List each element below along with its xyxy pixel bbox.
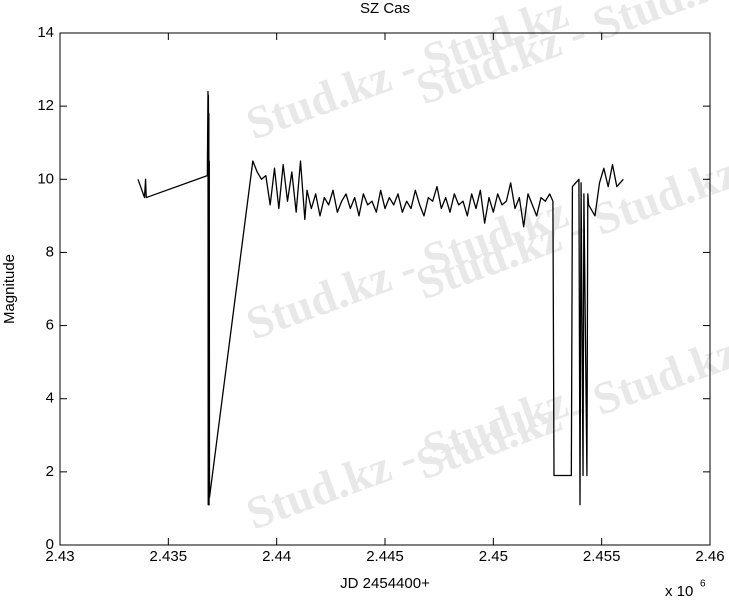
- y-tick-label: 8: [46, 243, 54, 260]
- chart-title: SZ Cas: [360, 0, 410, 17]
- y-tick-label: 2: [46, 463, 54, 480]
- x-tick-label: 2.44: [262, 548, 291, 565]
- x-tick-label: 2.445: [366, 548, 404, 565]
- y-tick-label: 10: [37, 170, 54, 187]
- y-axis-label: Magnitude: [1, 254, 18, 324]
- x-offset-exponent: 6: [700, 579, 706, 590]
- y-tick-label: 0: [46, 536, 54, 553]
- y-tick-label: 12: [37, 97, 54, 114]
- y-tick-label: 14: [37, 24, 54, 41]
- data-line: [137, 90, 624, 506]
- x-tick-label: 2.46: [695, 548, 724, 565]
- x-tick-label: 2.455: [583, 548, 621, 565]
- x-axis-label: JD 2454400+: [340, 575, 430, 592]
- y-tick-label: 6: [46, 317, 54, 334]
- y-tick-label: 4: [46, 390, 54, 407]
- x-tick-label: 2.435: [150, 548, 188, 565]
- watermark: Stud.kz - Stud.kz: [240, 376, 575, 539]
- x-tick-label: 2.43: [45, 548, 74, 565]
- x-offset-label: x 10: [665, 583, 693, 600]
- x-tick-label: 2.45: [479, 548, 508, 565]
